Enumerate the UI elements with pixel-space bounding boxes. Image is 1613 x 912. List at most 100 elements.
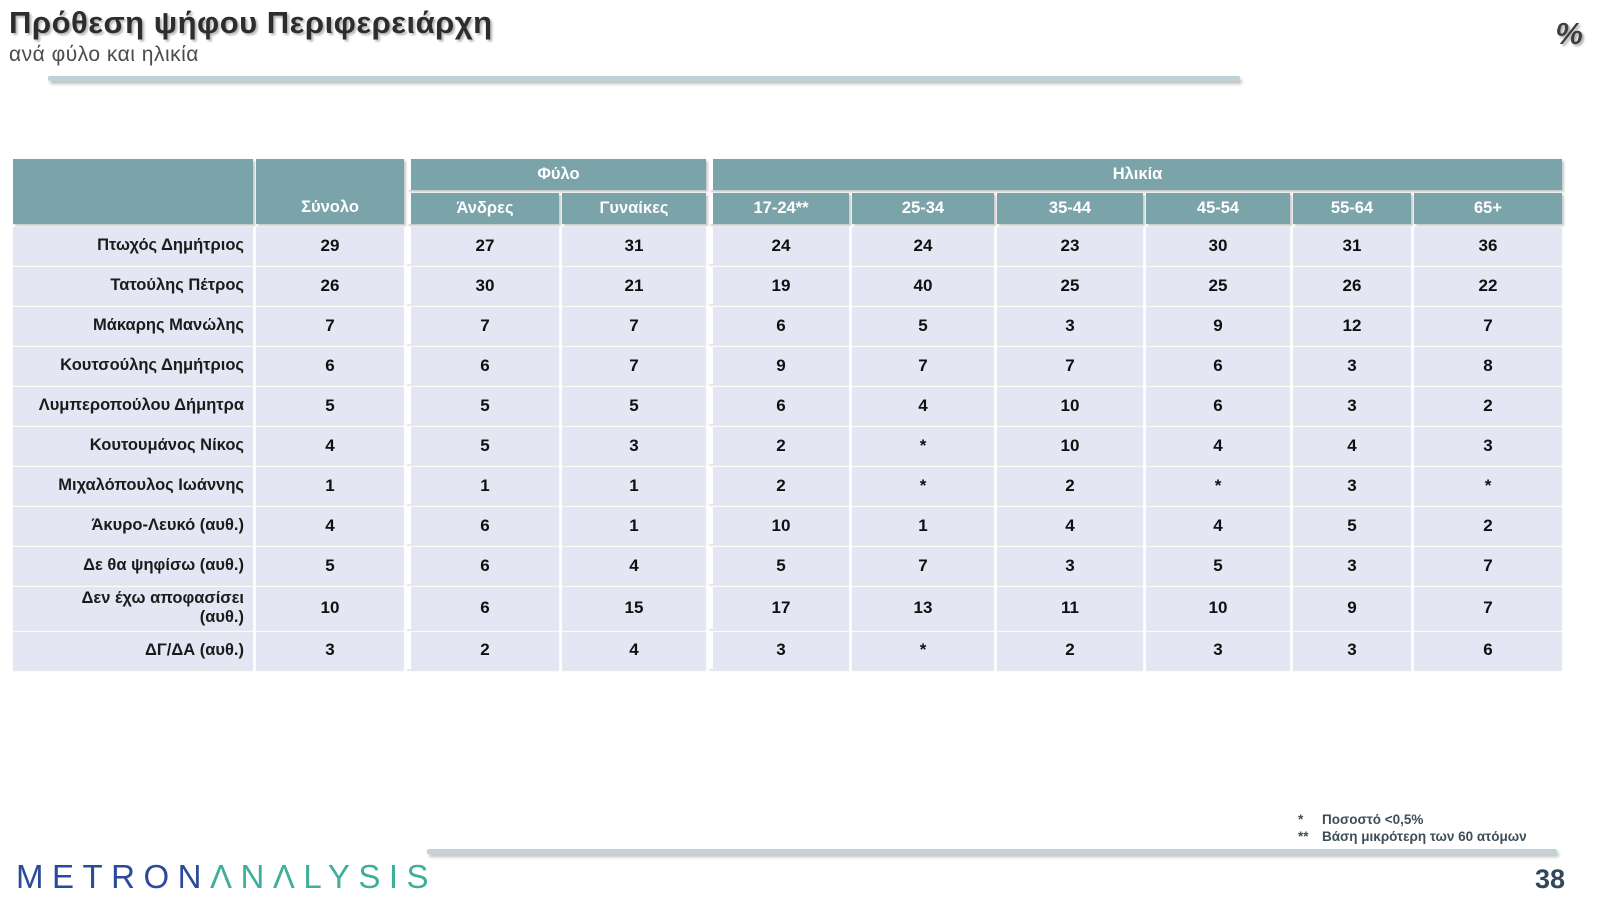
- col-header: Γυναίκες: [562, 193, 706, 224]
- value-cell: 1: [562, 507, 706, 544]
- row-label: Πτωχός Δημήτριος: [13, 227, 253, 264]
- value-cell: 1: [256, 467, 404, 504]
- value-cell: 9: [1146, 307, 1290, 344]
- value-cell: 6: [407, 347, 559, 384]
- row-label: ΔΓ/ΔΑ (αυθ.): [13, 631, 253, 669]
- footnote-marker: **: [1298, 829, 1309, 844]
- value-cell: *: [1146, 467, 1290, 504]
- row-label: Κουτουμάνος Νίκος: [13, 427, 253, 464]
- value-cell: 4: [256, 427, 404, 464]
- value-cell: 25: [1146, 267, 1290, 304]
- value-cell: 6: [407, 587, 559, 629]
- value-cell: 36: [1414, 227, 1562, 264]
- value-cell: 31: [1293, 227, 1411, 264]
- value-cell: 7: [562, 347, 706, 384]
- logo-analysis: ΛNΛLYSIS: [210, 858, 438, 895]
- value-cell: 7: [407, 307, 559, 344]
- value-cell: 4: [562, 547, 706, 584]
- value-cell: 1: [852, 507, 994, 544]
- value-cell: 3: [709, 631, 849, 669]
- footnote-marker: *: [1298, 812, 1304, 827]
- row-label: Μάκαρης Μανώλης: [13, 307, 253, 344]
- value-cell: 5: [256, 387, 404, 424]
- footnote: ** Βάση μικρότερη των 60 ατόμων: [1298, 828, 1527, 845]
- value-cell: 10: [709, 507, 849, 544]
- value-cell: 22: [1414, 267, 1562, 304]
- value-cell: 6: [709, 387, 849, 424]
- results-table: Σύνολο Φύλο Ηλικία Άνδρες Γυναίκες 17-24** 25-…: [10, 156, 1565, 672]
- col-header: 35-44: [997, 193, 1143, 224]
- value-cell: 2: [1414, 387, 1562, 424]
- value-cell: 4: [562, 631, 706, 669]
- table-row: Μιχαλόπουλος Ιωάννης 1 1 1 2 * 2 * 3 *: [13, 467, 1562, 504]
- table-row: Δε θα ψηφίσω (αυθ.) 5 6 4 5 7 3 5 3 7: [13, 547, 1562, 584]
- value-cell: 5: [562, 387, 706, 424]
- footnote: * Ποσοστό <0,5%: [1298, 811, 1527, 828]
- footer-divider: [427, 849, 1557, 854]
- page-title: Πρόθεση ψήφου Περιφερειάρχη: [9, 5, 493, 40]
- table-row: Μάκαρης Μανώλης 7 7 7 6 5 3 9 12 7: [13, 307, 1562, 344]
- value-cell: 30: [1146, 227, 1290, 264]
- value-cell: 21: [562, 267, 706, 304]
- percent-symbol: %: [1555, 16, 1583, 51]
- value-cell: 17: [709, 587, 849, 629]
- value-cell: 7: [997, 347, 1143, 384]
- value-cell: 15: [562, 587, 706, 629]
- title-divider: [48, 76, 1240, 81]
- value-cell: *: [852, 631, 994, 669]
- value-cell: 3: [1414, 427, 1562, 464]
- value-cell: 5: [1293, 507, 1411, 544]
- value-cell: 19: [709, 267, 849, 304]
- value-cell: *: [852, 467, 994, 504]
- value-cell: 6: [1414, 631, 1562, 669]
- value-cell: *: [852, 427, 994, 464]
- col-header: Άνδρες: [407, 193, 559, 224]
- value-cell: *: [1414, 467, 1562, 504]
- value-cell: 26: [1293, 267, 1411, 304]
- col-header: 65+: [1414, 193, 1562, 224]
- value-cell: 23: [997, 227, 1143, 264]
- value-cell: 6: [256, 347, 404, 384]
- value-cell: 3: [562, 427, 706, 464]
- value-cell: 6: [1146, 347, 1290, 384]
- value-cell: 3: [997, 307, 1143, 344]
- page-subtitle: ανά φύλο και ηλικία: [9, 43, 199, 66]
- page-number: 38: [1534, 864, 1565, 894]
- value-cell: 7: [1414, 307, 1562, 344]
- row-label: Δε θα ψηφίσω (αυθ.): [13, 547, 253, 584]
- value-cell: 3: [1293, 547, 1411, 584]
- value-cell: 2: [997, 631, 1143, 669]
- value-cell: 4: [1146, 507, 1290, 544]
- value-cell: 12: [1293, 307, 1411, 344]
- value-cell: 4: [1146, 427, 1290, 464]
- value-cell: 10: [997, 387, 1143, 424]
- value-cell: 4: [997, 507, 1143, 544]
- value-cell: 7: [1414, 587, 1562, 629]
- table-row: Δεν έχω αποφασίσει (αυθ.) 10 6 15 17 13 11 10 9 7: [13, 587, 1562, 629]
- value-cell: 5: [1146, 547, 1290, 584]
- col-header: 45-54: [1146, 193, 1290, 224]
- value-cell: 6: [1146, 387, 1290, 424]
- value-cell: 26: [256, 267, 404, 304]
- group-header: Ηλικία: [709, 159, 1562, 190]
- value-cell: 6: [407, 547, 559, 584]
- group-header: Φύλο: [407, 159, 706, 190]
- value-cell: 3: [1293, 387, 1411, 424]
- row-label: Μιχαλόπουλος Ιωάννης: [13, 467, 253, 504]
- row-label: Άκυρο-Λευκό (αυθ.): [13, 507, 253, 544]
- value-cell: 27: [407, 227, 559, 264]
- value-cell: 24: [709, 227, 849, 264]
- results-table-container: Σύνολο Φύλο Ηλικία Άνδρες Γυναίκες 17-24** 25-…: [10, 156, 1565, 672]
- value-cell: 2: [1414, 507, 1562, 544]
- value-cell: 2: [709, 427, 849, 464]
- table-row: Τατούλης Πέτρος 26 30 21 19 40 25 25 26 22: [13, 267, 1562, 304]
- value-cell: 7: [562, 307, 706, 344]
- value-cell: 2: [407, 631, 559, 669]
- table-row: Λυμπεροπούλου Δήμητρα 5 5 5 6 4 10 6 3 2: [13, 387, 1562, 424]
- value-cell: 11: [997, 587, 1143, 629]
- value-cell: 6: [709, 307, 849, 344]
- table-row: Άκυρο-Λευκό (αυθ.) 4 6 1 10 1 4 4 5 2: [13, 507, 1562, 544]
- col-header: 17-24**: [709, 193, 849, 224]
- logo-metron: METRON: [16, 858, 210, 895]
